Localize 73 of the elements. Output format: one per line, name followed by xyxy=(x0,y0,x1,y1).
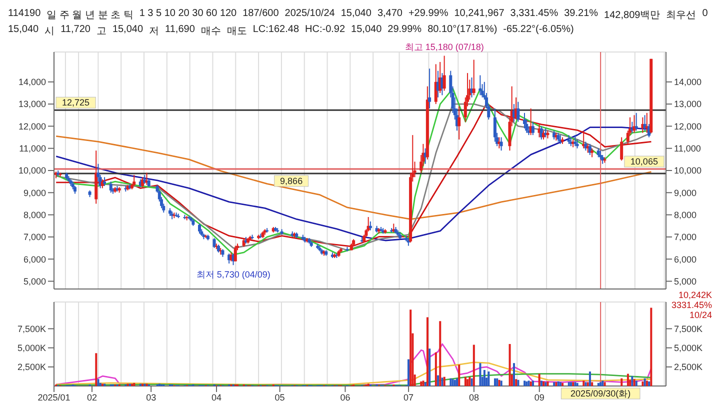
y-tick-label: 6,000 xyxy=(23,254,46,264)
text: 15,040 xyxy=(351,24,382,37)
y-tick-label: 9,000 xyxy=(23,188,46,198)
text: LC:162.48 xyxy=(252,24,300,37)
y2-tick-label: 7,000 xyxy=(674,232,697,242)
text: 3331.45% xyxy=(671,300,712,310)
text: 142,809백만 xyxy=(604,9,660,22)
x-tick-label: 03 xyxy=(146,392,156,402)
y-tick-label: 2,500K xyxy=(17,362,46,372)
text: 15,040 xyxy=(8,24,39,37)
text: 고 xyxy=(96,25,106,38)
text: 29.99% xyxy=(388,24,422,37)
text: +29.99% xyxy=(408,8,448,21)
ref-line-label: 9,866 xyxy=(280,176,303,186)
text: -65.22°(-6.05%) xyxy=(503,24,574,37)
text: 1 3 5 10 20 30 60 120 xyxy=(139,8,237,21)
y-tick-label: 13,000 xyxy=(18,99,46,110)
y2-tick-label: 5,000 xyxy=(674,276,697,286)
y-tick-label: 10,000 xyxy=(18,166,46,176)
annotation: 최고 15,180 (07/18) xyxy=(404,42,484,52)
text: 시 xyxy=(44,25,55,38)
y2-tick-label: 9,000 xyxy=(674,188,697,198)
x-tick-label: 08 xyxy=(468,392,479,402)
y-tick-label: 14,000 xyxy=(18,77,46,88)
text: 매수 xyxy=(200,25,221,38)
x-tick-label: 06 xyxy=(340,392,350,402)
x-tick-label: 2025/01 xyxy=(38,392,70,402)
text: HC:-0.92 xyxy=(305,24,346,37)
annotation: 최저 5,730 (04/09) xyxy=(196,269,270,280)
ref-line-label: 2025/09/30(화) xyxy=(570,388,631,398)
y2-tick-label: 12,000 xyxy=(674,121,702,132)
x-tick-label: 04 xyxy=(211,392,222,402)
y2-tick-label: 7,500K xyxy=(674,324,703,334)
y2-tick-label: 2,500K xyxy=(674,362,703,372)
text: 80.10°(17.81%) xyxy=(428,24,498,37)
y-tick-label: 7,500K xyxy=(17,324,46,334)
x-tick-label: 05 xyxy=(274,392,285,402)
text: 0 xyxy=(702,8,708,21)
text: 15,040 xyxy=(340,8,372,21)
text: 187/600 xyxy=(242,8,279,21)
text: 일 주 월 년 분 초 틱 xyxy=(46,9,134,22)
y-tick-label: 11,000 xyxy=(19,144,46,154)
text: 10/24 xyxy=(688,310,712,320)
text: 11,720 xyxy=(60,24,90,37)
text: 10,242K xyxy=(677,290,712,300)
y2-tick-label: 5,000K xyxy=(674,343,703,354)
text: 10,241,967 xyxy=(454,8,504,21)
y-tick-label: 5,000 xyxy=(23,276,46,286)
y-tick-label: 8,000 xyxy=(23,210,46,220)
text: 저 xyxy=(149,25,160,38)
y2-tick-label: 13,000 xyxy=(674,99,702,110)
x-tick-label: 09 xyxy=(534,392,544,402)
x-tick-label: 07 xyxy=(404,392,414,402)
text: 11,690 xyxy=(165,24,195,37)
ref-line-label: 12,725 xyxy=(62,98,90,108)
text: 114190 xyxy=(8,8,41,21)
text: 2025/10/24 xyxy=(284,8,335,21)
x-tick-label: 02 xyxy=(86,392,97,402)
text: 3,470 xyxy=(377,8,402,21)
y2-tick-label: 11,000 xyxy=(674,144,701,154)
y2-tick-label: 8,000 xyxy=(674,210,697,220)
y-tick-label: 12,000 xyxy=(18,121,46,132)
y2-tick-label: 14,000 xyxy=(674,77,702,88)
text: 15,040 xyxy=(112,24,144,37)
text: 39.21% xyxy=(564,8,598,21)
text: 매도 xyxy=(226,25,247,38)
y2-tick-label: 6,000 xyxy=(674,254,697,264)
ref-line-label: 10,065 xyxy=(630,156,658,167)
y-tick-label: 7,000 xyxy=(23,232,46,242)
text: 최우선 xyxy=(666,9,696,22)
y-tick-label: 5,000K xyxy=(17,343,46,354)
y2-tick-label: 10,000 xyxy=(674,166,702,176)
text: 3,331.45% xyxy=(510,8,558,21)
